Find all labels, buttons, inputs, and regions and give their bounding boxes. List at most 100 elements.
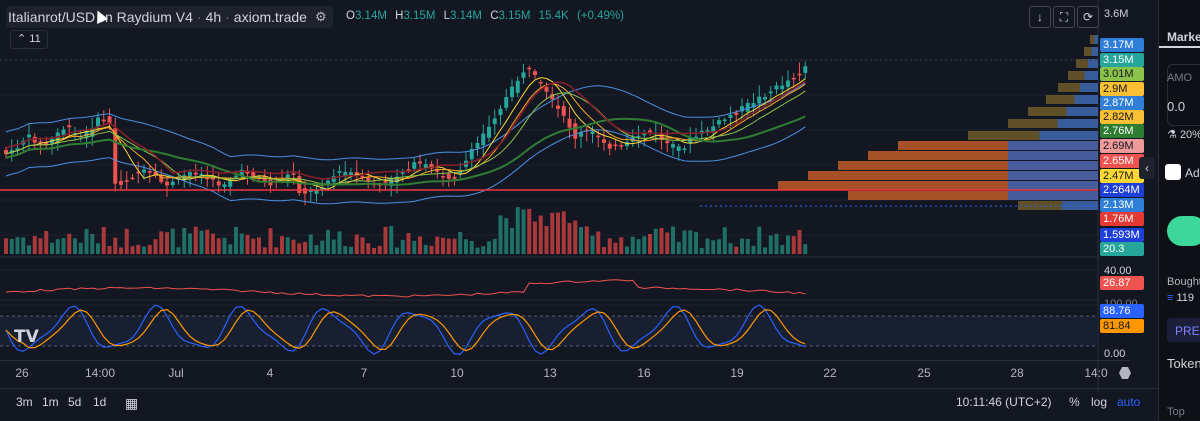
volume-profile-bar <box>1008 151 1098 160</box>
candle-body <box>205 177 210 180</box>
volume-profile-bar <box>848 191 1098 200</box>
time-axis-label: 26 <box>15 366 29 380</box>
market-tab[interactable]: Market <box>1167 30 1200 44</box>
volume-bar <box>38 238 43 254</box>
volume-bar <box>699 247 704 254</box>
candle-body <box>671 144 675 148</box>
preset-tab[interactable] <box>1167 318 1200 342</box>
separator-dot: · <box>225 9 230 25</box>
auto-toggle[interactable]: auto <box>1117 395 1141 409</box>
price-label: 3.17M <box>1100 38 1144 52</box>
candle-body <box>573 123 578 139</box>
candle-body <box>193 172 198 175</box>
price-label: 2.47M <box>1100 169 1144 183</box>
volume-bar <box>366 243 371 254</box>
volume-bar <box>84 229 89 254</box>
range-5d[interactable]: 5d <box>68 395 82 409</box>
symbol-title[interactable]: Italianrot/USD on Raydium V4 · 4h · axio… <box>6 6 333 28</box>
range-1d[interactable]: 1d <box>93 395 107 409</box>
range-1m[interactable]: 1m <box>42 395 59 409</box>
time-axis[interactable] <box>0 360 1130 389</box>
candle-body <box>441 176 445 178</box>
time-axis-label: Jul <box>168 366 184 380</box>
time-axis-label: 28 <box>1010 366 1024 380</box>
volume-bar <box>573 220 578 254</box>
volume-bar <box>395 247 399 254</box>
volume-bar <box>567 222 572 254</box>
volume-bar <box>15 237 20 254</box>
candle-body <box>544 86 549 92</box>
volume-bar <box>234 226 238 254</box>
candle-body <box>561 106 566 116</box>
volume-profile-bar <box>1008 161 1098 170</box>
open-value: 3.14M <box>354 10 387 22</box>
token-heading: Token <box>1167 356 1200 371</box>
refresh-icon[interactable]: ⟳ <box>1077 6 1099 28</box>
open-key: O <box>346 10 355 22</box>
indicators-toggle[interactable]: ⌃ 11 <box>10 30 48 49</box>
volume-bar <box>556 212 560 254</box>
candle-body <box>84 130 89 139</box>
volume-bar <box>579 227 583 254</box>
candle-body <box>44 142 49 146</box>
candle-body <box>308 190 313 192</box>
candle-body <box>349 172 353 176</box>
candle-body <box>791 77 796 80</box>
candle-body <box>101 119 106 122</box>
candle-body <box>326 180 330 186</box>
down-arrow-icon[interactable]: ↓ <box>1029 6 1051 28</box>
candle-body <box>745 103 750 112</box>
volume-bar <box>337 231 342 254</box>
price-chart[interactable] <box>0 0 1158 392</box>
candle-body <box>475 142 480 149</box>
candle-body <box>314 190 319 194</box>
slippage-value[interactable]: ⚗ 20% <box>1167 128 1200 141</box>
buy-button[interactable] <box>1167 216 1200 246</box>
candle-body <box>763 97 767 100</box>
candle-body <box>395 176 399 183</box>
close-key: C <box>490 10 499 22</box>
price-label: 3.15M <box>1100 53 1144 67</box>
volume-profile-bar <box>1076 59 1098 68</box>
volume-bar <box>613 242 618 254</box>
range-3m[interactable]: 3m <box>16 395 33 409</box>
settings-hex-icon[interactable] <box>1119 367 1131 379</box>
gear-icon[interactable]: ⚙ <box>314 9 327 24</box>
volume-bar <box>262 247 267 254</box>
volume-bar <box>487 241 491 254</box>
high-value: 3.15M <box>403 10 436 22</box>
price-label: 2.82M <box>1100 110 1144 124</box>
volume-bar <box>377 245 382 254</box>
log-toggle[interactable]: log <box>1091 395 1108 409</box>
percent-toggle[interactable]: % <box>1069 395 1080 409</box>
volume-bar <box>55 239 60 254</box>
candle-body <box>648 130 652 133</box>
volume-bar <box>182 228 187 254</box>
clock-readout[interactable]: 10:11:46 (UTC+2) <box>956 395 1052 409</box>
amount-value[interactable]: 0.0 <box>1167 99 1186 114</box>
volume-bar <box>722 227 727 254</box>
candle-body <box>498 108 503 116</box>
stoch-k-line <box>5 304 806 355</box>
volume-bar <box>694 231 698 254</box>
candle-body <box>527 67 532 70</box>
candle-body <box>435 168 440 172</box>
volume-bar <box>791 236 796 254</box>
low-key: L <box>443 10 451 22</box>
time-axis-label: 7 <box>360 366 368 380</box>
change-value: (+0.49%) <box>576 10 624 22</box>
volume-bar <box>9 238 14 254</box>
collapse-panel-button[interactable]: ‹ <box>1139 157 1155 179</box>
fullscreen-icon[interactable]: ⛶ <box>1053 6 1075 28</box>
advanced-checkbox[interactable] <box>1165 164 1181 180</box>
volume-profile-bar <box>1068 71 1098 80</box>
candle-body <box>147 170 152 173</box>
calendar-icon[interactable]: ▦ <box>125 395 139 411</box>
price-label: 2.9M <box>1100 82 1144 96</box>
volume-profile-bar <box>838 161 1098 170</box>
volume-bar <box>676 241 681 254</box>
candle-body <box>124 180 129 182</box>
tradingview-logo[interactable]: 𝗧𝗩 <box>14 327 39 346</box>
volume-profile-bar <box>868 151 1098 160</box>
amount-box[interactable] <box>1167 64 1200 126</box>
